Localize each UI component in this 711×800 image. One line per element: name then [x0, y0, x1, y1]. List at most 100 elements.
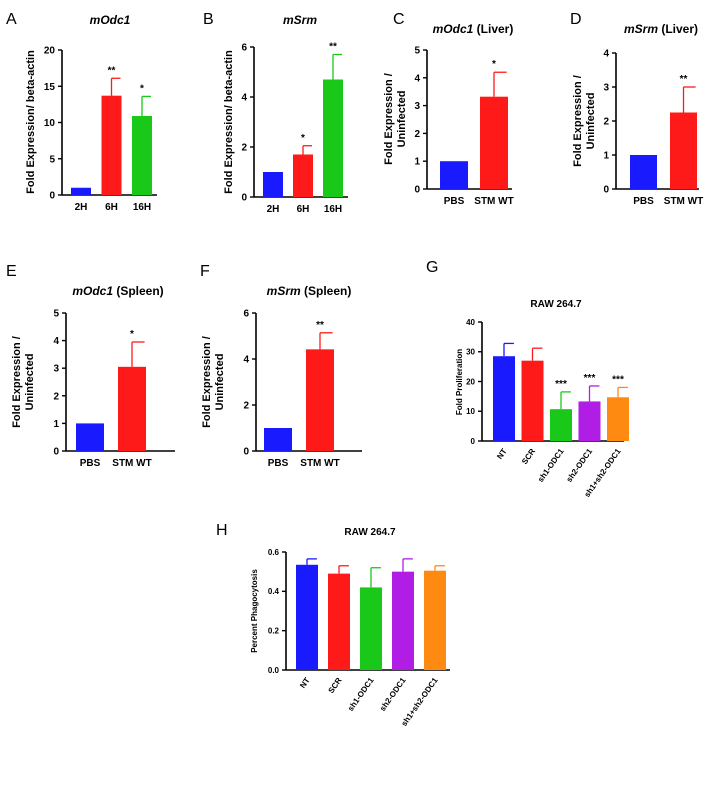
y-axis-label-line: Fold Expression /: [11, 336, 23, 428]
significance-g-3: ***: [584, 373, 596, 384]
y-axis-label-line: Fold Expression /: [201, 336, 213, 428]
category-label-g-1: SCR: [520, 447, 537, 466]
chart-title-e: mOdc1 (Spleen): [72, 284, 163, 298]
y-axis-label-line: Fold Expression/ beta-actin: [223, 50, 235, 194]
y-axis-label-a: Fold Expression/ beta-actin: [25, 50, 37, 194]
significance-g-2: ***: [555, 379, 567, 390]
category-label-a-2: 16H: [133, 202, 151, 213]
y-tick-label-c: 3: [414, 101, 420, 112]
y-tick-label-d: 4: [603, 49, 609, 60]
bar-g-3: [578, 401, 601, 441]
y-axis-label-b: Fold Expression/ beta-actin: [223, 50, 235, 194]
bar-f-1: [306, 349, 334, 451]
category-label-h-3: sh2-ODC1: [378, 676, 408, 713]
bar-c-1: [480, 96, 508, 189]
bar-b-2: [323, 79, 343, 197]
y-axis-label-line: Uninfected: [24, 354, 36, 411]
chart-title-suffix-c: (Liver): [473, 22, 513, 36]
category-label-d-1: STM WT: [664, 196, 703, 207]
panel-letter-b: B: [203, 11, 214, 28]
panel-letter-f: F: [200, 263, 210, 280]
category-label-f-0: PBS: [268, 458, 289, 469]
y-tick-label-g: 0: [471, 437, 476, 446]
y-tick-label-b: 2: [241, 143, 247, 154]
y-tick-label-e: 3: [53, 364, 59, 375]
significance-d-1: **: [680, 74, 688, 85]
bar-g-4: [607, 397, 629, 441]
chart-title-gene-f: mSrm: [267, 284, 301, 298]
y-axis-label-line: Percent Phagocytosis: [250, 569, 259, 653]
y-tick-label-h: 0.0: [268, 666, 280, 675]
y-tick-label-d: 1: [603, 151, 609, 162]
y-tick-label-g: 20: [466, 377, 475, 386]
bar-h-2: [360, 587, 382, 670]
chart-title-f: mSrm (Spleen): [267, 284, 352, 298]
y-tick-label-h: 0.4: [268, 587, 280, 596]
bar-h-1: [328, 573, 350, 670]
y-tick-label-a: 10: [44, 118, 56, 129]
category-label-h-1: SCR: [327, 676, 344, 695]
y-axis-label-line: Uninfected: [214, 354, 226, 411]
chart-title-gene-e: mOdc1: [72, 284, 113, 298]
category-label-c-1: STM WT: [474, 196, 513, 207]
category-label-b-2: 16H: [324, 204, 342, 215]
significance-a-2: *: [140, 83, 144, 94]
chart-title-g: RAW 264.7: [530, 299, 582, 310]
y-axis-label-line: Fold Expression /: [383, 73, 395, 165]
y-tick-label-g: 10: [466, 407, 475, 416]
chart-title-gene-d: mSrm: [624, 22, 658, 36]
y-tick-label-f: 2: [243, 401, 249, 412]
chart-title-gene-c: mOdc1: [433, 22, 474, 36]
bar-g-2: [550, 409, 572, 441]
bar-g-0: [493, 356, 515, 441]
chart-title-suffix-d: (Liver): [658, 22, 698, 36]
y-tick-label-e: 5: [53, 309, 59, 320]
bar-a-0: [71, 187, 91, 195]
y-tick-label-h: 0.2: [268, 626, 280, 635]
y-tick-label-d: 2: [603, 117, 609, 128]
panel-letter-g: G: [426, 259, 438, 276]
y-axis-label-d: Fold Expression /Uninfected: [572, 75, 597, 167]
y-tick-label-f: 0: [243, 447, 249, 458]
panel-letter-c: C: [393, 11, 405, 28]
y-tick-label-g: 40: [466, 318, 475, 327]
category-label-f-1: STM WT: [300, 458, 339, 469]
y-tick-label-c: 0: [414, 185, 420, 196]
y-axis-label-line: Uninfected: [585, 93, 597, 150]
chart-title-c: mOdc1 (Liver): [433, 22, 514, 36]
chart-title-suffix-g: RAW 264.7: [530, 299, 582, 310]
bar-a-2: [132, 115, 152, 195]
bar-f-0: [264, 428, 292, 451]
bar-h-3: [392, 571, 414, 670]
category-label-h-0: NT: [298, 676, 312, 690]
category-label-g-2: sh1-ODC1: [536, 447, 566, 484]
bar-e-0: [76, 423, 104, 451]
significance-a-1: **: [108, 65, 116, 76]
bar-g-1: [521, 360, 544, 441]
bar-b-0: [263, 172, 283, 197]
y-tick-label-d: 0: [603, 185, 609, 196]
category-label-h-2: sh1-ODC1: [346, 676, 376, 713]
bar-d-0: [630, 155, 657, 189]
bar-h-4: [424, 570, 446, 670]
significance-b-2: **: [329, 42, 337, 53]
category-label-e-1: STM WT: [112, 458, 151, 469]
bar-e-1: [118, 366, 146, 451]
category-label-a-1: 6H: [105, 202, 118, 213]
y-axis-label-line: Fold Proliferation: [455, 349, 464, 415]
y-axis-label-c: Fold Expression /Uninfected: [383, 73, 408, 165]
y-axis-label-f: Fold Expression /Uninfected: [201, 336, 226, 428]
bar-d-1: [670, 112, 697, 189]
significance-b-1: *: [301, 133, 305, 144]
category-label-b-0: 2H: [267, 204, 280, 215]
chart-title-gene-b: mSrm: [283, 13, 317, 27]
chart-title-b: mSrm: [283, 13, 317, 27]
y-tick-label-e: 4: [53, 336, 59, 347]
chart-title-suffix-f: (Spleen): [301, 284, 352, 298]
y-tick-label-g: 30: [466, 348, 475, 357]
y-tick-label-b: 0: [241, 193, 247, 204]
category-label-g-3: sh2-ODC1: [565, 447, 595, 484]
bar-a-1: [101, 95, 122, 195]
